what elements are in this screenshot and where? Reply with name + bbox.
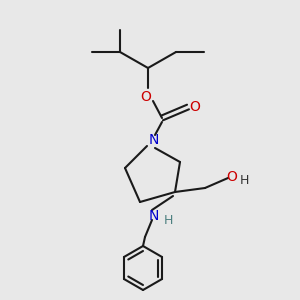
- Text: H: H: [163, 214, 173, 226]
- Text: O: O: [190, 100, 200, 114]
- Text: N: N: [149, 133, 159, 147]
- Text: O: O: [141, 90, 152, 104]
- Text: H: H: [239, 173, 249, 187]
- Text: N: N: [149, 209, 159, 223]
- Text: O: O: [226, 170, 237, 184]
